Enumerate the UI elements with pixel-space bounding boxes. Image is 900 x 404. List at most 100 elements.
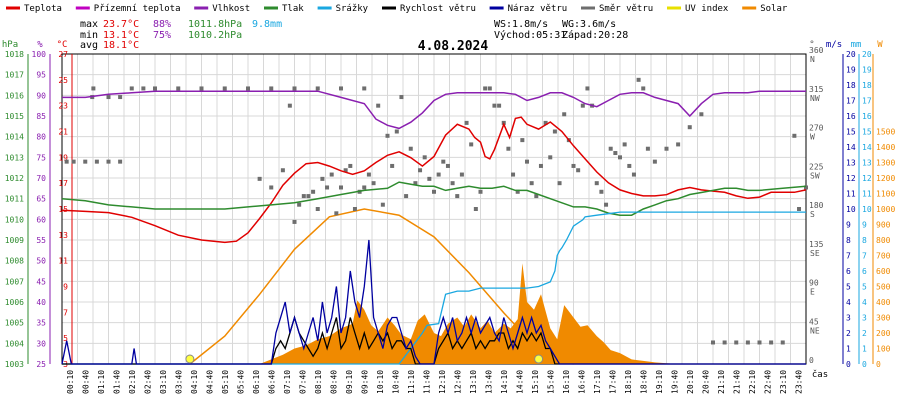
- wind-dir-point: [362, 185, 367, 190]
- axis-tick-mm: 14: [862, 143, 872, 152]
- x-tick-label: 02:10: [128, 370, 137, 394]
- axis-tick-temp: 7: [63, 308, 68, 317]
- axis-tick-temp: 23: [58, 102, 68, 111]
- sunrise-time: Východ:05:31: [494, 29, 566, 41]
- wind-dir-point: [287, 103, 292, 108]
- axis-tick-temp: 25: [58, 76, 68, 85]
- axis-tick-hpa: 1011: [5, 195, 24, 204]
- x-tick-label: 08:40: [329, 370, 338, 394]
- x-tick-label: 14:10: [500, 370, 509, 394]
- wind-dir-point: [478, 189, 483, 194]
- axis-tick-dir-label: E: [810, 288, 815, 297]
- stat-avg-temp: 18.1°C: [103, 40, 139, 51]
- wind-dir-point: [362, 86, 367, 91]
- x-tick-label: 05:40: [236, 370, 245, 394]
- wind-dir-point: [576, 168, 581, 173]
- x-tick-label: 07:40: [298, 370, 307, 394]
- wind-dir-point: [594, 181, 599, 186]
- wind-dir-point: [497, 103, 502, 108]
- axis-tick-dir-deg: 270: [809, 124, 824, 133]
- wind-dir-point: [525, 159, 529, 164]
- axis-tick-dir-deg: 45: [809, 317, 819, 326]
- series-line-5: [61, 239, 806, 365]
- wind-dir-point: [613, 151, 618, 156]
- x-tick-label: 22:40: [763, 370, 772, 394]
- x-tick-label: 15:40: [546, 370, 555, 394]
- wind-dir-point: [394, 129, 399, 134]
- axis-tick-temp: 13: [58, 231, 68, 240]
- axis-tick-pct: 100: [32, 50, 47, 59]
- wind-dir-point: [473, 207, 478, 211]
- wind-dir-point: [450, 181, 455, 186]
- axis-tick-pct: 65: [36, 195, 46, 204]
- stats-block: max 23.7°C 88% 1011.8hPa 9.8mm min 13.1°…: [80, 19, 628, 51]
- axis-tick-hpa: 1018: [5, 50, 24, 59]
- axis-tick-mm: 3: [862, 314, 867, 323]
- axis-tick-temp: 27: [58, 50, 68, 59]
- x-tick-label: 20:10: [686, 370, 695, 394]
- wind-dir-point: [543, 120, 548, 125]
- x-tick-label: 05:10: [221, 370, 230, 394]
- legend-label-9: Solar: [760, 4, 788, 14]
- axis-tick-dir-label: N: [810, 55, 815, 64]
- wind-dir-point: [797, 207, 802, 211]
- wind-dir-point: [385, 133, 390, 138]
- x-tick-label: 00:10: [66, 370, 75, 394]
- axis-tick-mm: 19: [862, 66, 872, 75]
- axis-tick-hpa: 1013: [5, 153, 24, 162]
- axis-tick-ms: 12: [846, 174, 856, 183]
- axis-tick-mm: 16: [862, 112, 872, 121]
- wind-dir-point: [292, 219, 297, 224]
- wind-dir-point: [413, 181, 418, 186]
- axis-tick-mm: 5: [862, 283, 867, 292]
- wind-dir-point: [422, 155, 427, 160]
- axis-tick-hpa: 1005: [5, 319, 24, 328]
- wind-dir-point: [199, 86, 204, 91]
- wind-dir-point: [622, 142, 627, 147]
- axis-tick-dir-label: W: [810, 133, 815, 142]
- axis-tick-ms: 18: [846, 81, 856, 90]
- x-tick-label: 03:40: [174, 370, 183, 394]
- wind-dir-point: [652, 159, 657, 164]
- axis-tick-ms: 16: [846, 112, 856, 121]
- sunrise-marker: [185, 354, 195, 364]
- axis-tick-mm: 17: [862, 97, 872, 106]
- axis-tick-w: 300: [876, 314, 891, 323]
- wind-dir-point: [538, 163, 543, 168]
- wind-dir-point: [176, 86, 181, 91]
- x-tick-label: 12:40: [453, 370, 462, 394]
- wind-dir-point: [408, 146, 413, 151]
- axis-tick-mm: 11: [862, 190, 872, 199]
- axis-tick-dir-deg: 180: [809, 201, 824, 210]
- x-tick-label: 01:40: [112, 370, 121, 394]
- axis-tick-pct: 35: [36, 319, 46, 328]
- axis-tick-ms: 2: [846, 329, 851, 338]
- wind-dir-point: [153, 86, 157, 91]
- axis-unit-ms: m/s: [826, 40, 842, 50]
- axis-tick-w: 100: [876, 345, 891, 354]
- legend-label-4: Srážky: [336, 4, 369, 14]
- sunset-time: Západ:20:28: [562, 29, 628, 41]
- axis-tick-mm: 9: [862, 221, 867, 230]
- axis-tick-mm: 1: [862, 345, 867, 354]
- axis-tick-hpa: 1016: [5, 91, 24, 100]
- wind-dir-point: [325, 185, 330, 190]
- axis-tick-w: 1100: [876, 190, 895, 199]
- wind-dir-point: [571, 163, 576, 168]
- axis-tick-ms: 11: [846, 190, 856, 199]
- wind-dir-point: [469, 142, 474, 147]
- wind-dir-point: [529, 181, 534, 186]
- axis-tick-dir-deg: 225: [809, 162, 824, 171]
- axis-unit-dir: °: [809, 40, 814, 50]
- wind-dir-point: [757, 340, 762, 345]
- wind-dir-point: [306, 194, 311, 199]
- stat-min-temp: 13.1°C: [103, 30, 139, 41]
- axis-tick-dir-deg: 315: [809, 85, 824, 94]
- axis-tick-w: 1000: [876, 205, 895, 214]
- x-tick-label: 04:10: [190, 370, 199, 394]
- x-tick-label: 19:10: [655, 370, 664, 394]
- axis-tick-w: 1500: [876, 128, 895, 137]
- wind-dir-point: [348, 163, 353, 168]
- wind-dir-point: [343, 168, 348, 173]
- wind-dir-point: [334, 211, 339, 216]
